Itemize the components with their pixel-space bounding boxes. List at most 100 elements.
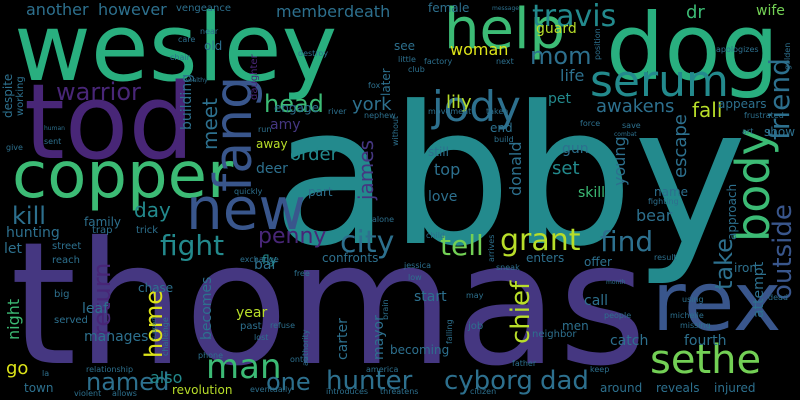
word-manages: manages — [84, 329, 149, 345]
word-fox: fox — [368, 81, 381, 90]
word-end: end — [490, 121, 513, 135]
word-relationship: relationship — [86, 365, 134, 374]
word-give: give — [6, 143, 23, 152]
word-another: another — [26, 0, 89, 19]
word-hunting: hunting — [6, 225, 60, 241]
word-support: support — [151, 316, 158, 340]
word-wesley: wesley — [14, 0, 338, 103]
word-return: return — [88, 262, 116, 336]
word-top: top — [434, 160, 461, 179]
word-trick: trick — [136, 225, 159, 236]
word-call: call — [584, 293, 609, 309]
word-female: female — [428, 1, 470, 15]
word-part: part — [308, 185, 333, 199]
word-carter: carter — [335, 318, 351, 360]
word-violent: violent — [74, 389, 102, 398]
word-meet: meet — [198, 98, 222, 150]
word-awakens: awakens — [596, 96, 675, 117]
word-start: start — [414, 289, 447, 305]
word-escape: escape — [670, 114, 691, 178]
word-rex: rex — [652, 255, 782, 350]
word-kill: kill — [12, 202, 46, 230]
word-iron: iron — [734, 261, 757, 275]
word-little: little — [398, 55, 416, 64]
word-sethe: sethe — [650, 337, 762, 383]
word-force: force — [580, 119, 601, 128]
word-wife: wife — [756, 3, 785, 19]
word-human: human — [44, 125, 65, 132]
word-club: club — [408, 65, 425, 74]
word-away: away — [256, 137, 288, 151]
word-approach: approach — [725, 183, 739, 240]
word-fall: fall — [692, 98, 723, 122]
word-guard: guard — [536, 21, 577, 37]
word-low: low — [408, 273, 422, 282]
word-next: next — [496, 57, 514, 66]
word-allows: allows — [112, 389, 137, 398]
word-challenge: challenge — [161, 317, 170, 356]
word-mom: mom — [530, 42, 592, 70]
word-man: man — [206, 347, 282, 387]
word-donald: donald — [506, 141, 525, 197]
word-may: may — [466, 291, 484, 300]
word-month: month — [606, 279, 626, 286]
word-falling: falling — [445, 319, 454, 344]
word-travis: travis — [532, 0, 617, 34]
word-result: result — [654, 253, 677, 262]
word-copper: copper — [12, 139, 234, 213]
word-member: member — [276, 2, 344, 21]
word-eventually: eventually — [250, 385, 292, 394]
word-build: build — [494, 135, 514, 144]
word-confronts: confronts — [322, 251, 379, 265]
word-destroy: destroy — [298, 49, 329, 58]
word-chase: chase — [138, 281, 174, 295]
word-jessica: jessica — [404, 261, 432, 270]
word-alone: alone — [372, 215, 395, 224]
word-show: show — [764, 125, 796, 139]
word-york: york — [352, 94, 392, 115]
word-day: day — [134, 198, 171, 222]
word-care: care — [178, 35, 196, 44]
word-set: set — [552, 158, 580, 179]
word-young: young — [610, 136, 629, 186]
word-combat: combat — [614, 131, 637, 138]
word-reach: reach — [52, 255, 81, 266]
word-head: head — [264, 90, 324, 118]
word-bar: bar — [254, 257, 278, 273]
word-skill: skill — [578, 185, 606, 201]
word-leaf: leaf — [82, 301, 109, 317]
word-city: city — [340, 225, 395, 260]
word-onto: onto — [290, 355, 308, 364]
word-sent: sent — [44, 137, 62, 146]
word-lost: lost — [254, 333, 269, 342]
word-save: save — [622, 121, 641, 130]
word-jody: jody — [432, 82, 521, 131]
word-let: let — [4, 241, 22, 257]
word-outside: outside — [768, 204, 798, 300]
word-missing: missing — [680, 321, 711, 330]
word-father: father — [512, 359, 537, 368]
word-keep: keep — [590, 365, 610, 374]
word-threatens: threatens — [380, 387, 419, 396]
word-lily: lily — [446, 92, 472, 113]
word-offer: offer — [584, 255, 612, 269]
word-family: family — [84, 215, 122, 229]
word-apologizes: apologizes — [716, 45, 759, 54]
word-help: help — [444, 0, 566, 62]
word-town: town — [24, 381, 54, 395]
word-run: run — [258, 125, 272, 134]
word-serum: serum — [590, 56, 729, 107]
word-men: men — [562, 319, 589, 333]
word-becoming: becoming — [390, 343, 450, 357]
word-position: position — [593, 28, 602, 60]
word-wealthy: wealthy — [184, 77, 208, 84]
word-served: served — [54, 315, 88, 326]
word-sneak: sneak — [496, 263, 520, 272]
word-hunter: hunter — [326, 366, 413, 396]
word-working: working — [15, 76, 26, 116]
word-new: new — [186, 175, 306, 243]
word-fighting: fighting — [648, 197, 679, 206]
word-gun: gun — [562, 141, 589, 157]
word-near: near — [200, 27, 219, 36]
word-engage: engage — [274, 101, 319, 115]
